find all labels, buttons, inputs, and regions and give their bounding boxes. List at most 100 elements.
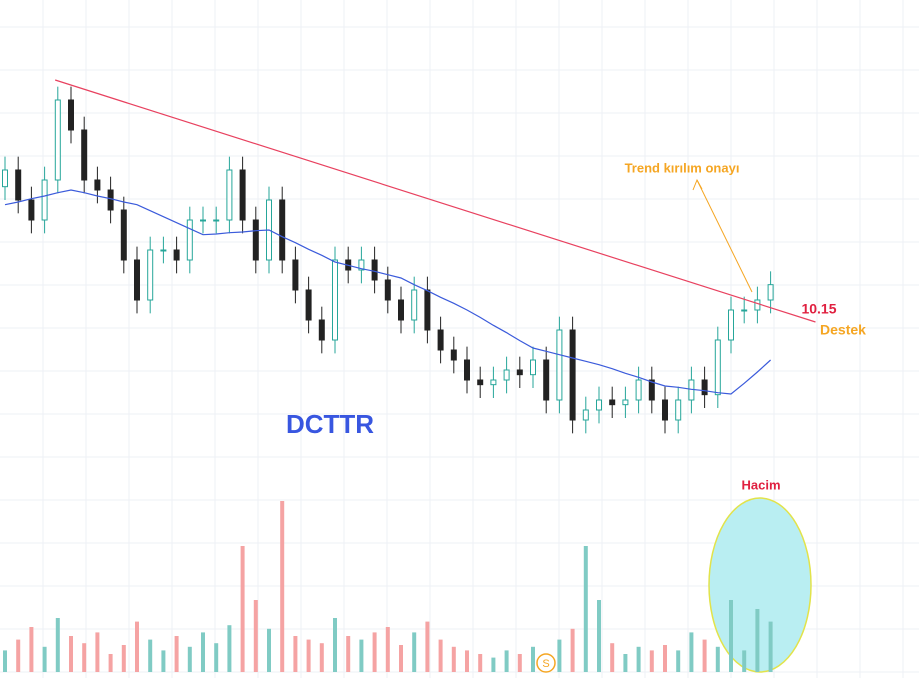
trend-annotation: Trend kırılım onayı	[625, 160, 740, 175]
volume-bar	[214, 643, 219, 672]
volume-bar	[108, 654, 113, 672]
volume-bar	[359, 639, 364, 672]
candle-body	[384, 279, 391, 301]
candle-body	[701, 379, 708, 396]
candle-body	[134, 259, 140, 301]
candle-body	[464, 359, 470, 381]
candle-body	[635, 379, 642, 401]
volume-bar	[399, 645, 403, 672]
volume-bar	[135, 621, 139, 672]
volume-bar	[187, 646, 192, 672]
volume-bar	[663, 645, 667, 672]
candle-body	[477, 379, 484, 386]
candle-body	[120, 209, 127, 261]
volume-bar	[623, 654, 628, 672]
candle-body	[398, 299, 404, 321]
volume-bar	[557, 639, 562, 672]
trendline	[54, 79, 816, 323]
candle-body	[662, 399, 668, 421]
volume-bar	[174, 636, 179, 672]
candle-body	[371, 259, 378, 281]
candle-body	[107, 189, 114, 211]
volume-bar	[465, 650, 469, 672]
candle-body	[226, 169, 233, 221]
candle-body	[160, 249, 167, 252]
volume-bar	[82, 643, 87, 672]
candle-body	[596, 399, 602, 411]
candle-body	[530, 359, 536, 376]
candle-body	[68, 99, 74, 131]
volume-bar	[742, 650, 747, 672]
candle-body	[714, 339, 721, 396]
candle-body	[543, 359, 550, 401]
candle-body	[582, 409, 589, 421]
candle-body	[675, 399, 682, 421]
volume-bar	[333, 618, 337, 672]
volume-bar	[95, 632, 100, 672]
candle-body	[332, 259, 338, 341]
volume-bar	[227, 625, 232, 672]
volume-bar	[610, 643, 615, 672]
volume-bar	[597, 600, 601, 672]
candle-body	[622, 399, 629, 406]
candle-body	[411, 289, 418, 321]
volume-bar	[29, 627, 34, 672]
volume-bar	[148, 639, 153, 672]
volume-bar	[636, 646, 641, 672]
arrow-head	[692, 178, 703, 191]
candle-body	[200, 219, 206, 222]
volume-bar	[16, 639, 21, 672]
volume-bar	[438, 639, 443, 672]
volume-bar	[253, 600, 258, 672]
candle-body	[516, 369, 523, 376]
candle-body	[728, 309, 734, 341]
candle-body	[424, 289, 431, 331]
candle-body	[767, 284, 774, 301]
candle-body	[28, 199, 35, 221]
candle-body	[147, 249, 154, 301]
candle-body	[2, 169, 8, 188]
candle-body	[609, 399, 616, 406]
candle-body	[173, 249, 180, 261]
candle-body	[15, 169, 22, 201]
support-label: Destek	[820, 322, 866, 338]
candle-body	[358, 259, 365, 271]
volume-bar	[55, 618, 60, 672]
volume-bar	[729, 600, 733, 672]
volume-bar	[201, 632, 205, 672]
candle-body	[569, 329, 576, 421]
candle-body	[54, 99, 61, 181]
volume-bar	[3, 650, 7, 672]
volume-bar	[385, 627, 390, 672]
volume-bar	[412, 632, 417, 672]
candle-body	[186, 219, 193, 261]
volume-bar	[504, 650, 509, 672]
volume-bar	[69, 636, 73, 672]
volume-bar	[768, 621, 773, 672]
candle-body	[94, 179, 101, 191]
volume-bar	[583, 546, 588, 672]
candle-body	[741, 309, 748, 312]
candle-body	[81, 129, 88, 181]
volume-bar	[293, 636, 298, 672]
marker-label: S	[542, 658, 549, 670]
candle-body	[292, 259, 299, 291]
volume-bar	[531, 646, 535, 672]
volume-bar	[715, 646, 720, 672]
volume-bar	[451, 646, 456, 672]
volume-bar	[306, 639, 311, 672]
volume-bar	[267, 628, 271, 672]
annotation-arrow	[696, 179, 753, 293]
volume-bar	[280, 501, 285, 672]
candle-body	[252, 219, 259, 261]
candle-body	[556, 329, 563, 401]
volume-bar	[570, 628, 575, 672]
chart-title: DCTTR	[286, 409, 374, 439]
volume-bar	[372, 632, 377, 672]
volume-bar	[478, 654, 483, 672]
volume-bar	[425, 621, 430, 672]
candle-body	[437, 329, 444, 351]
volume-label: Hacim	[741, 477, 780, 492]
candle-body	[239, 169, 246, 221]
